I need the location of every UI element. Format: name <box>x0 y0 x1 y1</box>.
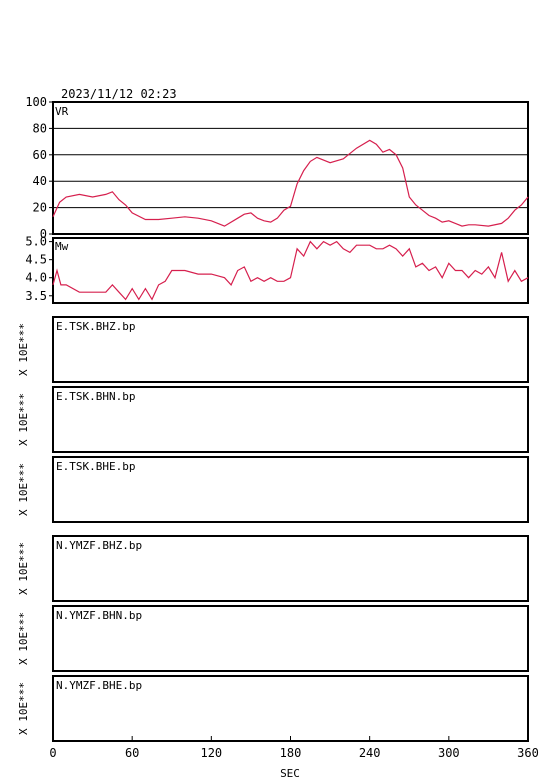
vr-tick-label: 80 <box>33 121 47 135</box>
seismogram-panel-6: N.YMZF.BHE.bp X 10E*** <box>17 675 529 742</box>
seismogram-frame <box>52 535 529 602</box>
x-tick-label: 180 <box>280 746 302 760</box>
station-label: N.YMZF.BHE.bp <box>56 679 142 692</box>
mw-series-line <box>52 240 529 301</box>
seismogram-panel-1: E.TSK.BHZ.bp X 10E*** <box>17 316 529 383</box>
mw-y-axis-ticks: 3.5 4.0 4.5 5.0 <box>25 235 53 303</box>
seismogram-frame <box>52 456 529 523</box>
seismogram-panel-4: N.YMZF.BHZ.bp X 10E*** <box>17 535 529 602</box>
scale-label: X 10E*** <box>17 323 30 376</box>
station-label: E.TSK.BHE.bp <box>56 460 135 473</box>
mw-panel-frame <box>52 237 529 304</box>
station-label: N.YMZF.BHZ.bp <box>56 539 142 552</box>
vr-tick-label: 20 <box>33 201 47 215</box>
mw-panel: Mw 3.5 4.0 4.5 5.0 <box>25 235 529 304</box>
mw-tick-label: 4.5 <box>25 253 47 267</box>
station-label: N.YMZF.BHN.bp <box>56 609 142 622</box>
scale-label: X 10E*** <box>17 393 30 446</box>
x-tick-label: 0 <box>49 746 56 760</box>
vr-tick-label: 0 <box>40 227 47 241</box>
scale-label: X 10E*** <box>17 682 30 735</box>
vr-series-line <box>52 139 529 227</box>
scale-label: X 10E*** <box>17 612 30 665</box>
station-label: E.TSK.BHZ.bp <box>56 320 135 333</box>
vr-panel: VR 0 20 40 60 80 100 <box>25 95 529 241</box>
seismogram-panel-5: N.YMZF.BHN.bp X 10E*** <box>17 605 529 672</box>
mw-tick-label: 5.0 <box>25 235 47 249</box>
x-tick-label: 120 <box>200 746 222 760</box>
seismogram-panel-2: E.TSK.BHN.bp X 10E*** <box>17 386 529 453</box>
scale-label: X 10E*** <box>17 542 30 595</box>
mw-tick-label: 3.5 <box>25 289 47 303</box>
seismogram-panel-3: E.TSK.BHE.bp X 10E*** <box>17 456 529 523</box>
seismogram-frame <box>52 605 529 672</box>
vr-panel-frame <box>52 101 529 235</box>
vr-tick-label: 60 <box>33 148 47 162</box>
vr-y-axis-ticks: 0 20 40 60 80 100 <box>25 95 53 241</box>
timestamp-label: 2023/11/12 02:23 <box>61 87 177 101</box>
station-label: E.TSK.BHN.bp <box>56 390 135 403</box>
x-axis-ticks: 0 60 120 180 240 300 360 <box>49 736 539 760</box>
x-tick-label: 300 <box>438 746 460 760</box>
vr-panel-label: VR <box>55 105 69 118</box>
seismogram-frame <box>52 316 529 383</box>
vr-tick-label: 100 <box>25 95 47 109</box>
scale-label: X 10E*** <box>17 463 30 516</box>
x-tick-label: 360 <box>517 746 539 760</box>
x-axis-title: SEC <box>280 767 300 780</box>
mw-panel-label: Mw <box>55 240 69 253</box>
vr-tick-label: 40 <box>33 174 47 188</box>
mw-tick-label: 4.0 <box>25 271 47 285</box>
vr-gridlines <box>53 101 528 235</box>
x-tick-label: 240 <box>359 746 381 760</box>
seismogram-frame <box>52 386 529 453</box>
x-tick-label: 60 <box>125 746 139 760</box>
